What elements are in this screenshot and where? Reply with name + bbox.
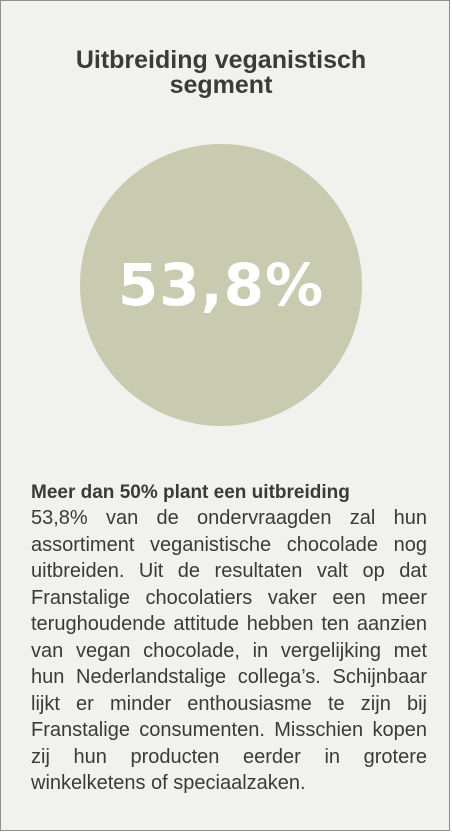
body-text-block: Meer dan 50% plant een uitbreiding 53,8%… <box>31 481 427 797</box>
card-title: Uitbreiding veganistisch segment <box>21 48 421 98</box>
percentage-circle: 53,8% <box>80 144 362 426</box>
card-title-line-2: segment <box>169 71 273 99</box>
card-title-line-1: Uitbreiding veganistisch <box>75 46 367 74</box>
body-subheading: Meer dan 50% plant een uitbreiding <box>31 482 350 503</box>
percentage-value: 53,8% <box>117 251 325 319</box>
body-paragraph: 53,8% van de ondervraagden zal hun assor… <box>31 507 427 794</box>
